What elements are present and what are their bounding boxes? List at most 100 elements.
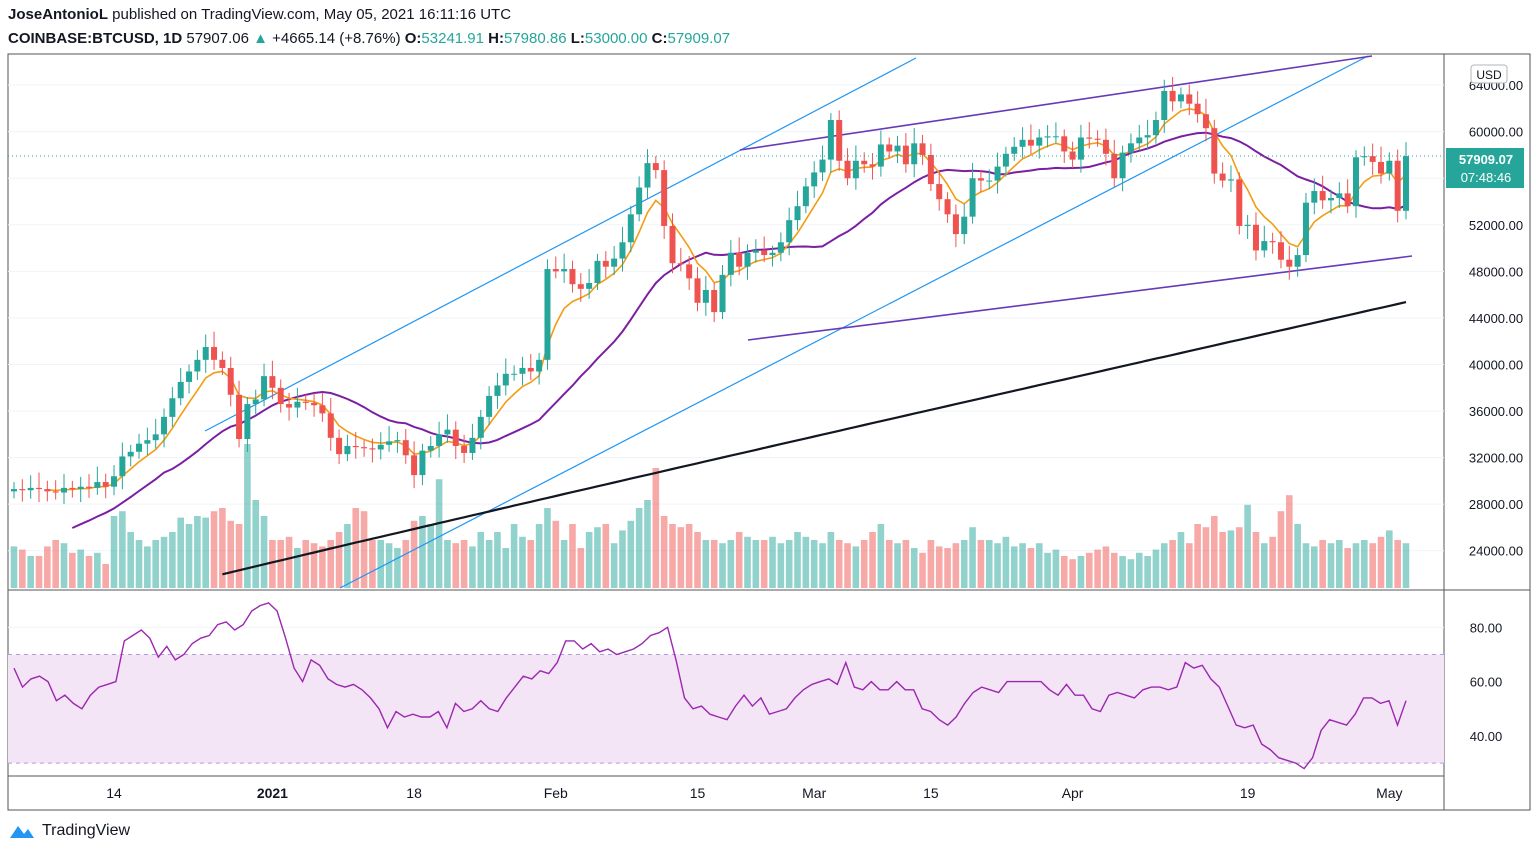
volume-bar (1110, 552, 1118, 588)
candle-body (186, 371, 193, 382)
candle-body (994, 166, 1001, 181)
chart-frame (7, 53, 1531, 811)
wedge-upper-line (739, 55, 1373, 151)
volume-bar (535, 524, 543, 588)
volume-bar (994, 543, 1001, 588)
volume-bar (77, 549, 84, 588)
candle-body (1194, 103, 1201, 115)
volume-bar (1019, 543, 1026, 588)
time-tick-label: 2021 (257, 785, 288, 801)
tradingview-logo-icon[interactable] (8, 822, 36, 840)
rsi-band (8, 653, 1444, 764)
volume-bar (969, 527, 976, 588)
volume-bar (1369, 543, 1376, 588)
channel-upper-line (204, 57, 917, 432)
candle-body (19, 489, 26, 491)
volume-bar (860, 540, 868, 588)
candle-body (661, 170, 668, 226)
candle-body (261, 376, 268, 400)
candle-body (786, 220, 793, 243)
candle-body (1019, 139, 1026, 147)
candle-body (677, 263, 684, 265)
candle-body (936, 184, 943, 200)
volume-bar (827, 532, 835, 588)
last-price-tag-value: 57909.07 (1459, 152, 1513, 167)
volume-bar (360, 511, 368, 588)
price-tick-label: 28000.00 (1469, 497, 1523, 512)
candle-body (1044, 136, 1051, 138)
candle-body (719, 274, 726, 313)
volume-bar (35, 556, 43, 588)
volume-bar (460, 540, 468, 588)
price-tick-label: 60000.00 (1469, 125, 1523, 140)
candle-body (36, 487, 43, 490)
rsi-axis[interactable]: 80.00 60.00 40.00 (1470, 620, 1503, 744)
candle-body (711, 289, 718, 313)
volume-bar (435, 479, 443, 588)
tradingview-brand[interactable]: TradingView (42, 822, 131, 839)
price-tick-label: 32000.00 (1469, 451, 1523, 466)
candle-body (1211, 128, 1218, 174)
candle-body (486, 395, 493, 417)
open-value: 53241.91 (421, 30, 484, 47)
volume-bar (44, 546, 51, 588)
volume-bar (252, 500, 260, 588)
symbol-info-line: COINBASE:BTCUSD, 1D 57907.06 ▲ +4665.14 … (8, 30, 730, 47)
candle-body (1269, 241, 1276, 243)
candle-body (136, 443, 143, 452)
candle-body (94, 482, 101, 488)
volume-bar (1269, 536, 1276, 588)
candle-body (436, 434, 443, 446)
candle-body (336, 437, 343, 455)
time-axis[interactable]: 14 2021 18 Feb 15 Mar 15 Apr 19 May (106, 785, 1402, 801)
volume-bar (310, 543, 318, 588)
rsi-tick-label: 40.00 (1470, 729, 1503, 744)
volume-bar (944, 548, 951, 588)
volume-bar (444, 540, 451, 588)
volume-bar (544, 508, 551, 588)
volume-bar (194, 516, 201, 588)
volume-bar (285, 536, 293, 588)
candles (8, 76, 1444, 505)
volume-bar (1144, 556, 1151, 588)
price-tick-label: 40000.00 (1469, 357, 1523, 372)
volume-bar (1219, 532, 1226, 588)
volume-bar (1094, 549, 1101, 588)
volume-bar (1227, 530, 1235, 588)
candle-body (886, 144, 893, 152)
candle-body (44, 489, 51, 492)
candle-body (1252, 224, 1259, 251)
candle-body (1111, 153, 1118, 179)
volume-bar (1027, 548, 1035, 588)
candle-body (894, 145, 901, 152)
candle-body (952, 214, 959, 235)
volume-bar (160, 536, 168, 588)
candle-body (1202, 114, 1209, 129)
volume-bar (719, 543, 726, 588)
volume-bar (27, 556, 34, 588)
volume-bar (694, 532, 701, 588)
price-tick-label: 36000.00 (1469, 404, 1523, 419)
ema-short-line (47, 107, 1407, 492)
candle-body (1219, 173, 1226, 181)
volume-bar (1344, 548, 1351, 588)
volume-bar (494, 532, 501, 588)
volume-bar (202, 517, 210, 588)
candle-body (752, 250, 759, 253)
currency-badge[interactable]: USD (1470, 64, 1508, 84)
candle-body (236, 394, 243, 439)
candle-body (102, 482, 109, 487)
candle-body (411, 455, 418, 476)
volume-bar (1235, 527, 1243, 588)
volume-bar (985, 540, 993, 588)
volume-bar (894, 543, 901, 588)
trend-lines (204, 55, 1413, 589)
volume-bar (1277, 511, 1285, 588)
volume-bar (677, 527, 685, 588)
author-name[interactable]: JoseAntonioL (8, 6, 108, 23)
volume-bar (1394, 540, 1401, 588)
time-tick-label: 18 (406, 785, 422, 801)
time-tick-label: Apr (1062, 785, 1084, 801)
volume-bars (10, 444, 1410, 588)
